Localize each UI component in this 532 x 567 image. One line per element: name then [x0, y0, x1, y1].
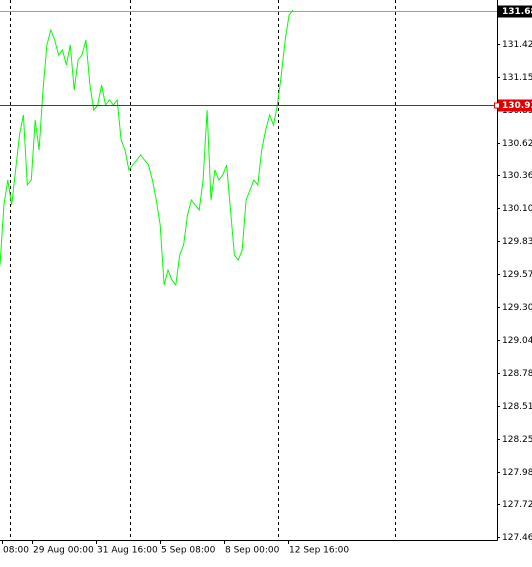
period-separators	[10, 0, 396, 540]
y-tick-label: 129.835	[502, 237, 532, 247]
y-tick-label: 128.515	[502, 402, 532, 412]
y-tick-label: 127.460	[502, 533, 532, 543]
y-tick-label: 129.305	[502, 303, 532, 313]
ask-label-box	[498, 5, 532, 18]
x-tick-label: 08:00	[3, 546, 29, 556]
x-tick-label: 12 Sep 16:00	[289, 546, 349, 556]
current-price-box	[498, 99, 532, 112]
y-tick-label: 127.725	[502, 500, 532, 510]
x-tick-label: 5 Sep 08:00	[161, 546, 216, 556]
x-tick-label: 8 Sep 00:00	[225, 546, 280, 556]
y-tick-label: 129.570	[502, 270, 532, 280]
y-tick-label: 128.780	[502, 369, 532, 379]
y-tick-label: 128.250	[502, 435, 532, 445]
y-tick-label: 130.625	[502, 139, 532, 149]
y-tick-label: 131.155	[502, 73, 532, 83]
ask-label: 131.685	[502, 7, 532, 17]
current-price-marker	[494, 102, 500, 109]
price-line	[0, 9, 294, 287]
x-tick-label: 31 Aug 16:00	[97, 546, 158, 556]
y-tick-label: 130.100	[502, 204, 532, 214]
y-tick-label: 127.985	[502, 468, 532, 478]
y-tick-label: 131.420	[502, 40, 532, 50]
x-tick-label: 29 Aug 00:00	[33, 546, 94, 556]
y-tick-label: 129.045	[502, 336, 532, 346]
y-tick-label: 130.365	[502, 171, 532, 181]
current-price-label: 130.930	[502, 101, 532, 111]
